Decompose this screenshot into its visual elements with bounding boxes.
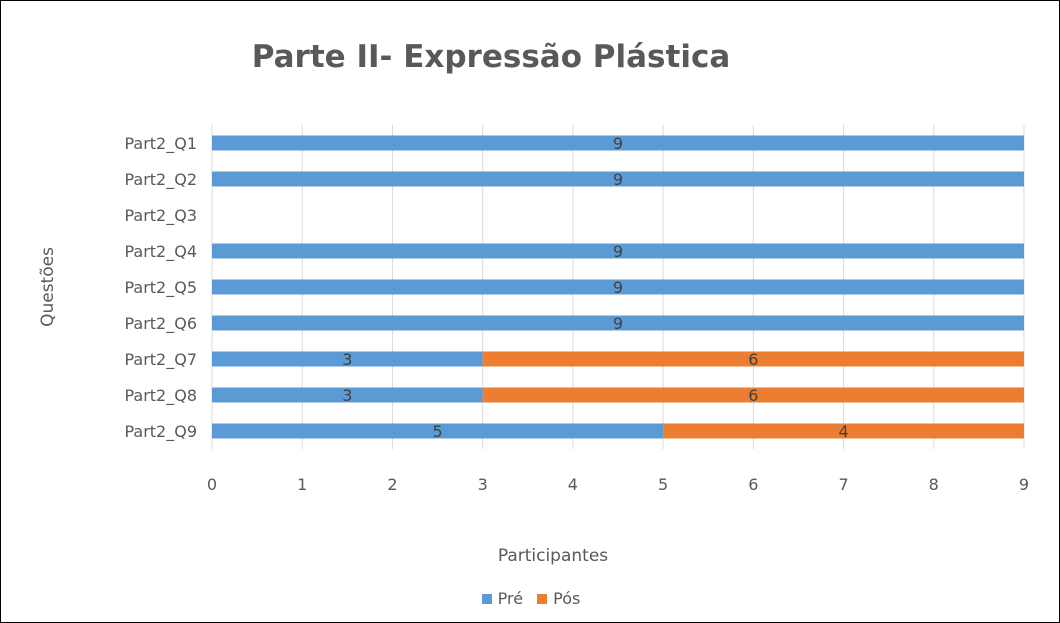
x-axis-ticks: 0 1 2 3 4 5 6 7 8 9 (207, 475, 1029, 494)
bar-Part2_Q1-pre[interactable] (212, 135, 1024, 151)
x-tick-label-6: 6 (748, 475, 758, 494)
y-category-label-9: Part2_Q9 (124, 422, 197, 442)
bar-Part2_Q7-pre[interactable] (212, 351, 483, 367)
bar-Part2_Q9-pos[interactable] (663, 423, 1024, 439)
bar-Part2_Q2-pre[interactable] (212, 171, 1024, 187)
x-axis-title: Participantes (498, 546, 608, 566)
legend-item-pos[interactable]: Pós (537, 589, 580, 608)
legend-swatch-pre (481, 593, 492, 604)
data-label-Part2_Q9-pos: 4 (838, 422, 848, 441)
data-label-Part2_Q1-pre: 9 (613, 134, 623, 153)
legend-label-pos: Pós (553, 589, 581, 608)
y-category-label-1: Part2_Q1 (124, 134, 197, 154)
x-tick-label-7: 7 (838, 475, 848, 494)
bar-Part2_Q4-pre[interactable] (212, 243, 1024, 259)
data-label-Part2_Q8-pos: 6 (748, 386, 758, 405)
x-tick-label-2: 2 (387, 475, 397, 494)
y-axis-title: Questões (38, 247, 58, 327)
y-category-label-5: Part2_Q5 (124, 278, 197, 298)
data-label-Part2_Q5-pre: 9 (613, 278, 623, 297)
bars (212, 135, 1025, 439)
data-label-Part2_Q2-pre: 9 (613, 170, 623, 189)
chart-title: Parte II- Expressão Plástica (251, 39, 731, 75)
x-tick-label-8: 8 (929, 475, 939, 494)
bar-Part2_Q5-pre[interactable] (212, 279, 1024, 295)
data-labels: 9 9 9 9 9 3 6 3 6 5 4 (342, 134, 848, 441)
bar-Part2_Q8-pos[interactable] (482, 387, 1025, 403)
legend-label-pre: Pré (497, 589, 524, 608)
x-tick-label-4: 4 (568, 475, 578, 494)
data-label-Part2_Q6-pre: 9 (613, 314, 623, 333)
bar-Part2_Q6-pre[interactable] (212, 315, 1024, 331)
bar-Part2_Q8-pre[interactable] (212, 387, 483, 403)
y-axis-categories: Part2_Q1 Part2_Q2 Part2_Q3 Part2_Q4 Part2_Q5… (124, 134, 197, 442)
y-category-label-6: Part2_Q6 (124, 314, 197, 334)
bar-Part2_Q7-pos[interactable] (482, 351, 1025, 367)
data-label-Part2_Q4-pre: 9 (613, 242, 623, 261)
y-category-label-4: Part2_Q4 (124, 242, 197, 262)
legend: Pré Pós (1, 589, 1060, 608)
data-label-Part2_Q8-pre: 3 (342, 386, 352, 405)
legend-swatch-pos (537, 593, 548, 604)
bar-Part2_Q9-pre[interactable] (212, 423, 664, 439)
y-category-label-2: Part2_Q2 (124, 170, 197, 190)
x-tick-label-3: 3 (478, 475, 488, 494)
x-tick-label-0: 0 (207, 475, 217, 494)
data-label-Part2_Q7-pos: 6 (748, 350, 758, 369)
y-category-label-3: Part2_Q3 (124, 206, 197, 226)
x-tick-label-9: 9 (1019, 475, 1029, 494)
x-tick-label-1: 1 (297, 475, 307, 494)
y-category-label-7: Part2_Q7 (124, 350, 197, 370)
x-tick-label-5: 5 (658, 475, 668, 494)
legend-item-pre[interactable]: Pré (481, 589, 524, 608)
data-label-Part2_Q9-pre: 5 (432, 422, 442, 441)
y-category-label-8: Part2_Q8 (124, 386, 197, 406)
data-label-Part2_Q7-pre: 3 (342, 350, 352, 369)
